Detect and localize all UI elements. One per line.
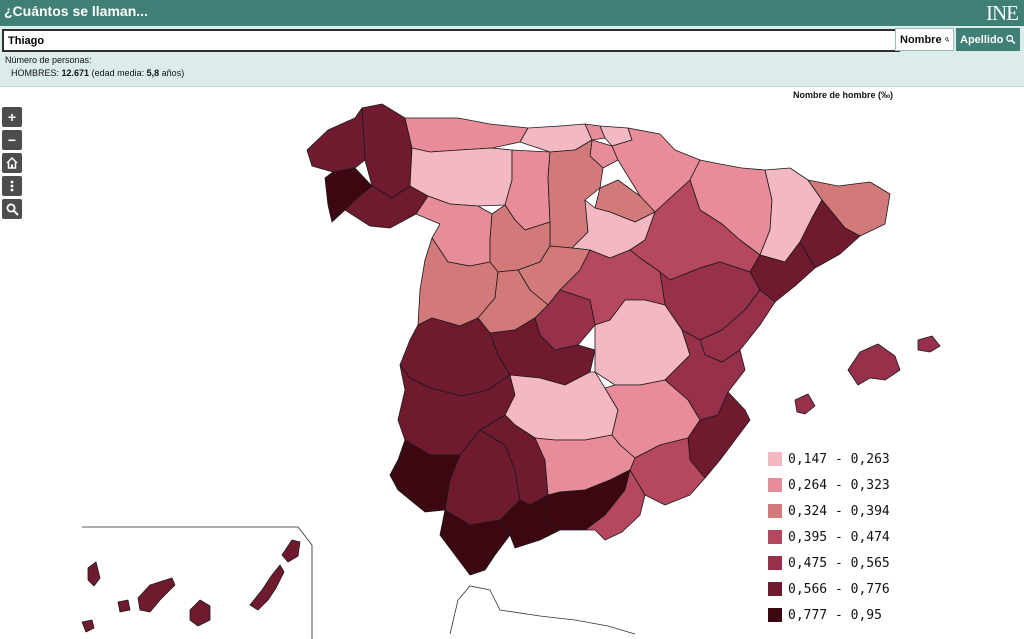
province-asturias[interactable] xyxy=(404,117,529,153)
island-menorca[interactable] xyxy=(917,335,941,353)
zoom-in-button[interactable]: + xyxy=(2,107,22,127)
legend-label: 0,264 - 0,323 xyxy=(788,477,890,493)
stats-age-value: 5,8 xyxy=(146,68,160,78)
legend-item: 0,777 - 0,95 xyxy=(768,602,890,628)
legend-label: 0,566 - 0,776 xyxy=(788,581,890,597)
island-mallorca[interactable] xyxy=(847,343,901,386)
legend-item: 0,324 - 0,394 xyxy=(768,498,890,524)
stats-age-suffix: años) xyxy=(161,68,185,78)
stats-group-label: HOMBRES: xyxy=(11,68,60,78)
search-icon xyxy=(944,37,949,42)
map-search-button[interactable] xyxy=(2,199,22,219)
zoom-out-icon: − xyxy=(7,132,17,148)
search-panel: Nombre Apellido Número de personas: HOMB… xyxy=(0,26,1024,87)
legend-item: 0,475 - 0,565 xyxy=(768,550,890,576)
province-a-coruna[interactable] xyxy=(306,107,366,173)
more-icon xyxy=(10,180,14,192)
island-la-palma[interactable] xyxy=(87,561,101,587)
ine-logo[interactable]: INE xyxy=(986,1,1019,25)
province-cadiz[interactable] xyxy=(439,509,511,576)
search-apellido-label: Apellido xyxy=(960,33,1004,46)
top-bar: ¿Cuántos se llaman... INE xyxy=(0,0,1024,26)
province-almeria[interactable] xyxy=(584,469,646,541)
legend-title: Nombre de hombre (‰) xyxy=(793,90,894,100)
island-ibiza[interactable] xyxy=(794,393,816,415)
map-legend: 0,147 - 0,263 0,264 - 0,323 0,324 - 0,394 0… xyxy=(768,446,890,628)
search-nombre-button[interactable]: Nombre xyxy=(895,28,954,51)
legend-swatch xyxy=(768,452,782,466)
island-la-gomera[interactable] xyxy=(117,599,131,613)
map-controls: + − xyxy=(2,107,22,222)
home-button[interactable] xyxy=(2,153,22,173)
more-options-button[interactable] xyxy=(2,176,22,196)
stats-age-prefix: (edad media: xyxy=(91,68,145,78)
island-lanzarote[interactable] xyxy=(281,539,301,563)
legend-swatch xyxy=(768,608,782,622)
name-search-input[interactable] xyxy=(2,29,900,52)
legend-item: 0,147 - 0,263 xyxy=(768,446,890,472)
island-fuerteventura[interactable] xyxy=(249,564,285,611)
island-tenerife[interactable] xyxy=(137,577,176,613)
search-apellido-button[interactable]: Apellido xyxy=(956,28,1020,51)
island-el-hierro[interactable] xyxy=(81,619,95,633)
legend-label: 0,324 - 0,394 xyxy=(788,503,890,519)
zoom-out-button[interactable]: − xyxy=(2,130,22,150)
legend-label: 0,395 - 0,474 xyxy=(788,529,890,545)
legend-item: 0,264 - 0,323 xyxy=(768,472,890,498)
app-title: ¿Cuántos se llaman... xyxy=(4,3,148,19)
legend-swatch xyxy=(768,530,782,544)
legend-item: 0,395 - 0,474 xyxy=(768,524,890,550)
stats-count: 12.671 xyxy=(61,68,90,78)
legend-label: 0,475 - 0,565 xyxy=(788,555,890,571)
legend-swatch xyxy=(768,556,782,570)
legend-swatch xyxy=(768,504,782,518)
search-icon xyxy=(1006,34,1016,45)
legend-item: 0,566 - 0,776 xyxy=(768,576,890,602)
legend-label: 0,777 - 0,95 xyxy=(788,607,882,623)
stats-label: Número de personas: xyxy=(5,55,92,65)
legend-swatch xyxy=(768,478,782,492)
legend-swatch xyxy=(768,582,782,596)
stats-line: HOMBRES: 12.671 (edad media: 5,8 años) xyxy=(11,68,184,78)
island-gran-canaria[interactable] xyxy=(189,599,211,627)
home-icon xyxy=(6,156,18,169)
canary-inset-frame xyxy=(82,526,313,639)
north-africa-outline xyxy=(449,585,636,635)
search-icon xyxy=(6,203,19,216)
province-barcelona[interactable] xyxy=(799,199,861,269)
legend-label: 0,147 - 0,263 xyxy=(788,451,890,467)
province-alicante[interactable] xyxy=(687,391,751,479)
search-nombre-label: Nombre xyxy=(900,33,942,46)
zoom-in-icon: + xyxy=(7,109,17,125)
